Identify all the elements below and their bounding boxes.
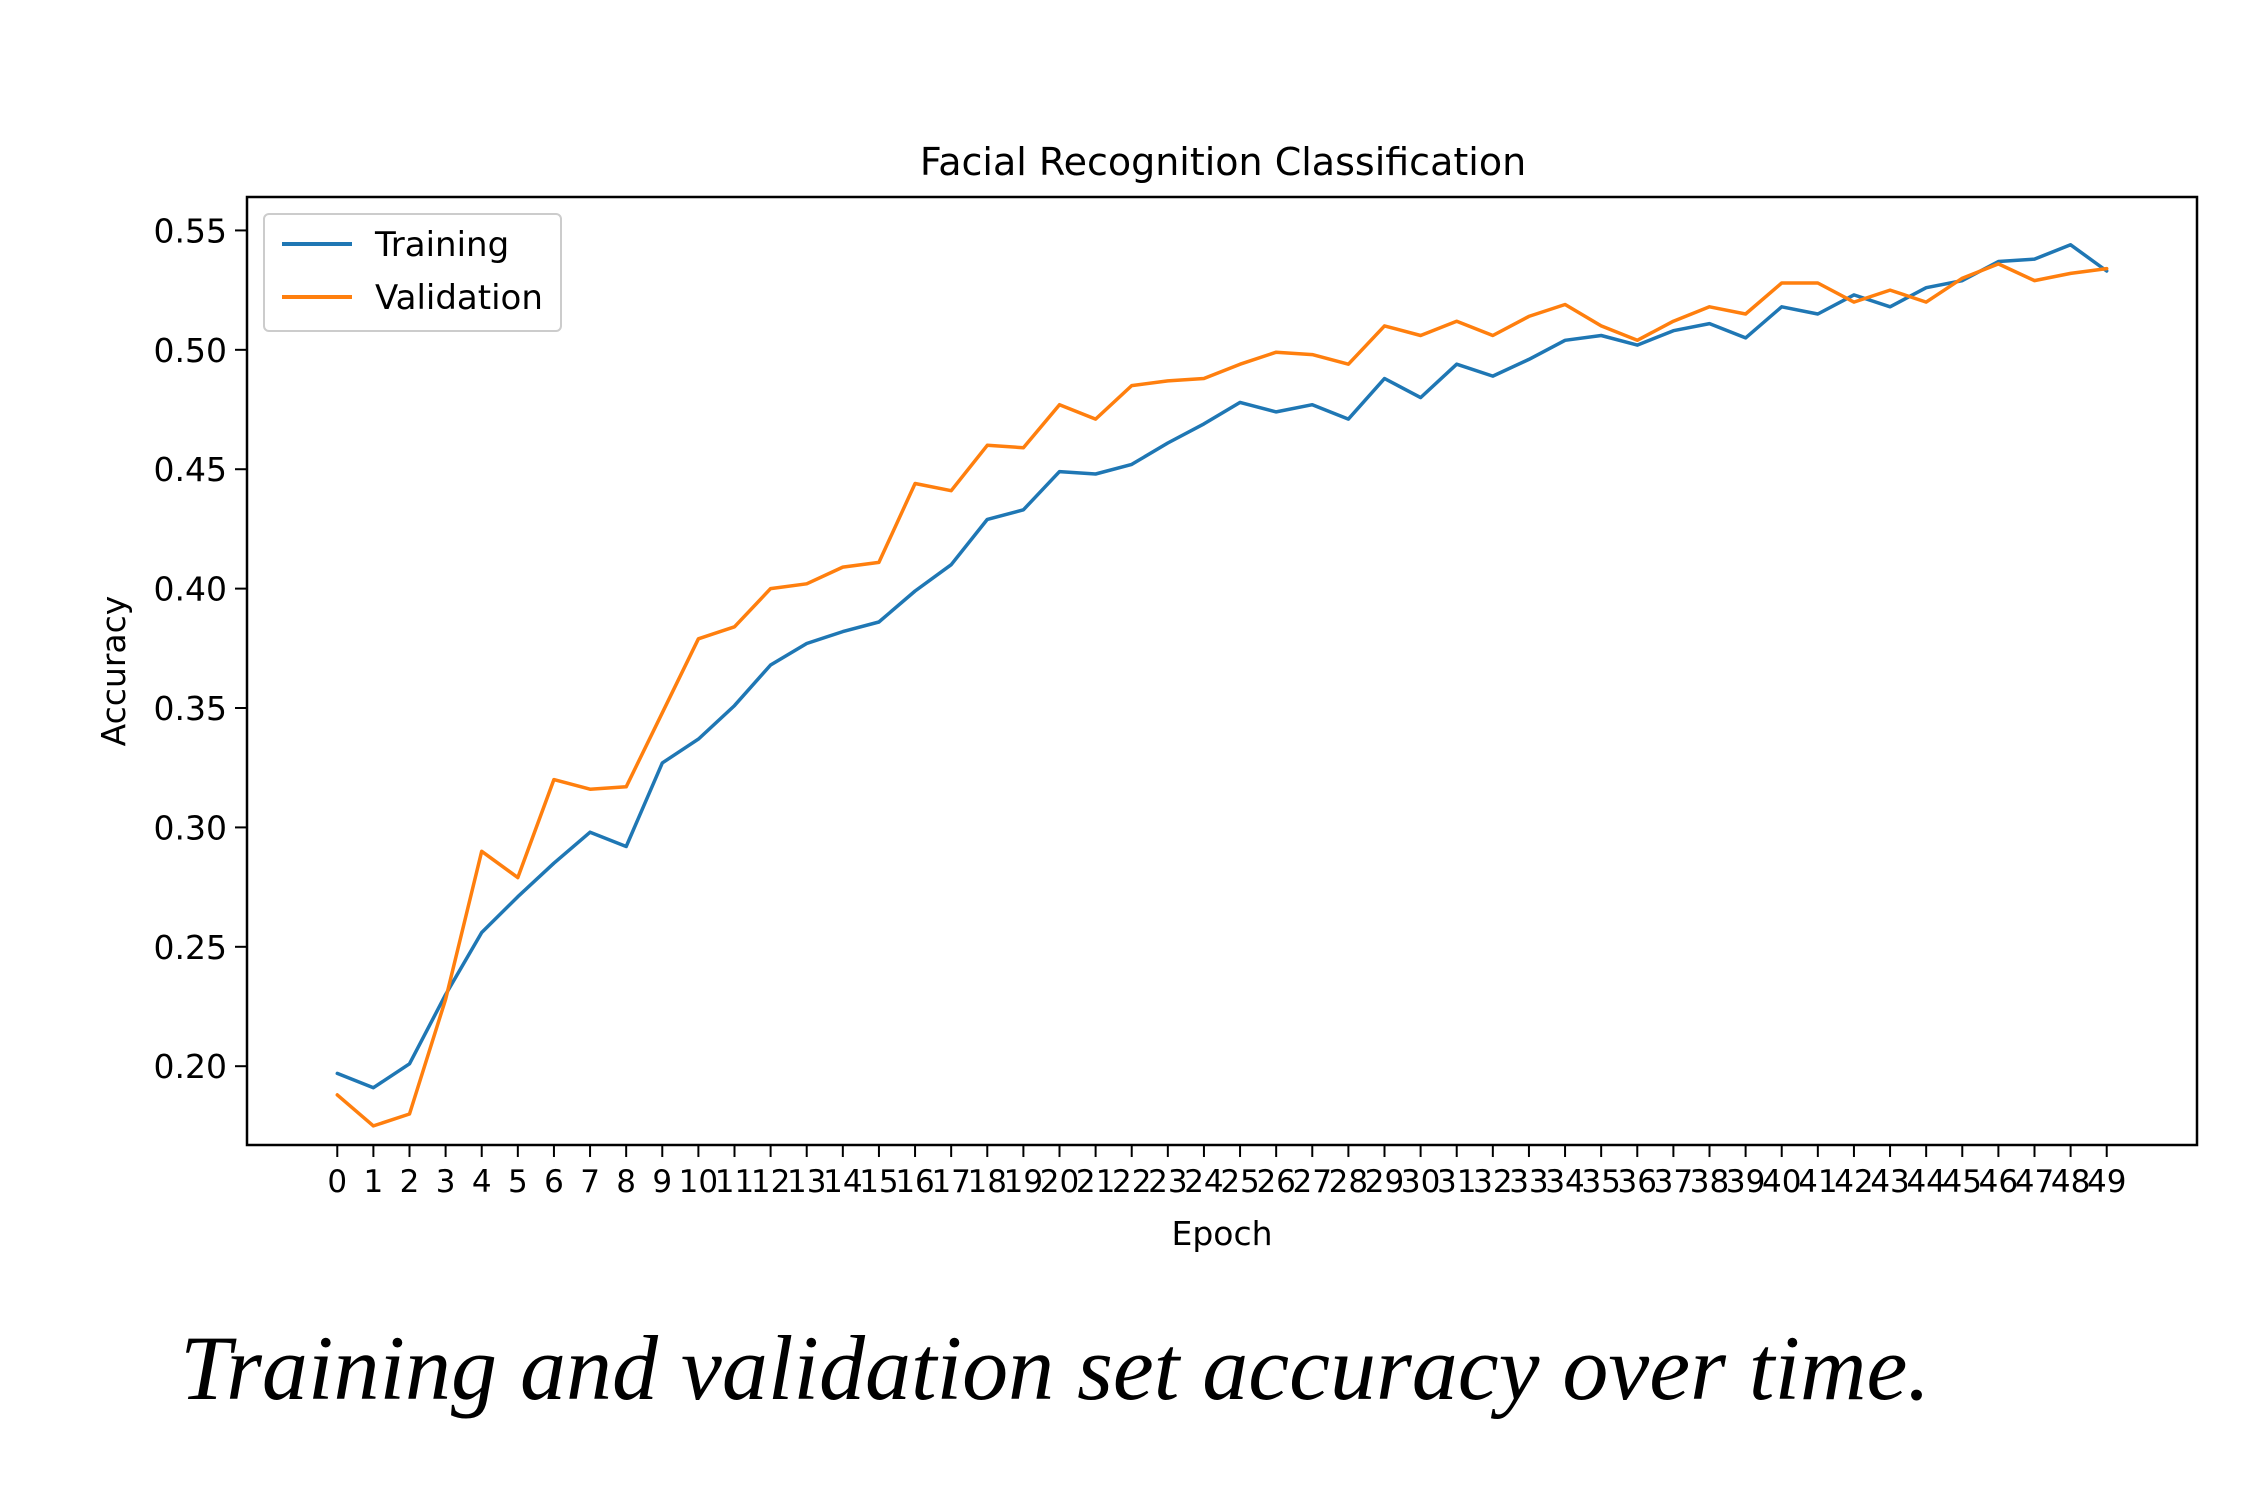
x-axis: 0 1 2 3 4 5 6 7 8 9 101112131415161718192021222324…	[327, 1145, 2126, 1200]
x-tick-label: 41	[1798, 1164, 1837, 1200]
y-axis-label: Accuracy	[94, 596, 133, 747]
x-tick-label: 49	[2087, 1164, 2126, 1200]
x-tick-label: 44	[1906, 1164, 1945, 1200]
x-tick-label: 46	[1979, 1164, 2018, 1200]
x-tick-label: 42	[1834, 1164, 1873, 1200]
y-tick-label: 0.45	[154, 450, 227, 489]
x-tick-label: 33	[1509, 1164, 1548, 1200]
x-tick-label: 15	[859, 1164, 898, 1200]
y-tick-label: 0.35	[154, 689, 227, 728]
y-tick-label: 0.25	[154, 928, 227, 967]
x-tick-label: 24	[1184, 1164, 1223, 1200]
series-layer	[335, 243, 2109, 1128]
x-tick-label: 5	[508, 1164, 528, 1200]
x-tick-label: 14	[823, 1164, 862, 1200]
y-tick-label: 0.30	[154, 808, 227, 847]
x-tick-label: 31	[1437, 1164, 1476, 1200]
x-tick-label: 25	[1220, 1164, 1259, 1200]
x-tick-label: 23	[1148, 1164, 1187, 1200]
y-tick-label: 0.40	[154, 570, 227, 609]
x-tick-label: 30	[1401, 1164, 1440, 1200]
x-tick-label: 17	[931, 1164, 970, 1200]
x-tick-label: 18	[968, 1164, 1007, 1200]
x-tick-label: 4	[472, 1164, 492, 1200]
x-tick-label: 39	[1726, 1164, 1765, 1200]
x-tick-label: 27	[1293, 1164, 1332, 1200]
x-tick-label: 1	[364, 1164, 384, 1200]
y-tick-label: 0.55	[154, 211, 227, 250]
x-tick-label: 22	[1112, 1164, 1151, 1200]
legend: Training Validation	[263, 213, 562, 332]
x-tick-label: 19	[1004, 1164, 1043, 1200]
x-tick-label: 13	[787, 1164, 826, 1200]
chart-title: Facial Recognition Classification	[920, 140, 1526, 184]
line-chart: Facial Recognition Classification 0.200.…	[94, 140, 2199, 1253]
x-tick-label: 40	[1762, 1164, 1801, 1200]
x-tick-label: 32	[1473, 1164, 1512, 1200]
x-tick-label: 6	[544, 1164, 564, 1200]
x-tick-label: 47	[2015, 1164, 2054, 1200]
x-tick-label: 37	[1654, 1164, 1693, 1200]
y-tick-label: 0.20	[154, 1047, 227, 1086]
legend-label-training: Training	[374, 225, 509, 265]
series-line-training	[335, 243, 2109, 1090]
x-tick-label: 48	[2051, 1164, 2090, 1200]
x-tick-label: 21	[1076, 1164, 1115, 1200]
legend-label-validation: Validation	[375, 278, 543, 318]
y-axis: 0.20 0.25 0.30 0.35 0.40 0.45 0.50 0.55	[154, 211, 247, 1086]
x-tick-label: 28	[1329, 1164, 1368, 1200]
series-line-validation	[335, 262, 2109, 1128]
x-tick-label: 10	[679, 1164, 718, 1200]
plot-frame	[245, 195, 2199, 1147]
x-tick-label: 12	[751, 1164, 790, 1200]
x-tick-label: 2	[400, 1164, 420, 1200]
x-axis-label: Epoch	[1171, 1214, 1272, 1253]
x-tick-label: 9	[652, 1164, 672, 1200]
x-tick-label: 0	[327, 1164, 347, 1200]
x-tick-label: 36	[1618, 1164, 1657, 1200]
x-tick-label: 11	[715, 1164, 754, 1200]
x-tick-label: 34	[1545, 1164, 1584, 1200]
x-tick-label: 38	[1690, 1164, 1729, 1200]
x-tick-label: 26	[1256, 1164, 1295, 1200]
y-tick-label: 0.50	[154, 331, 227, 370]
x-tick-label: 43	[1870, 1164, 1909, 1200]
x-tick-label: 8	[616, 1164, 636, 1200]
figure-caption: Training and validation set accuracy ove…	[180, 1317, 1931, 1419]
x-tick-label: 7	[580, 1164, 600, 1200]
x-tick-label: 45	[1943, 1164, 1982, 1200]
x-tick-label: 3	[436, 1164, 456, 1200]
x-tick-label: 29	[1365, 1164, 1404, 1200]
x-tick-label: 35	[1581, 1164, 1620, 1200]
x-tick-label: 16	[895, 1164, 934, 1200]
x-tick-label: 20	[1040, 1164, 1079, 1200]
